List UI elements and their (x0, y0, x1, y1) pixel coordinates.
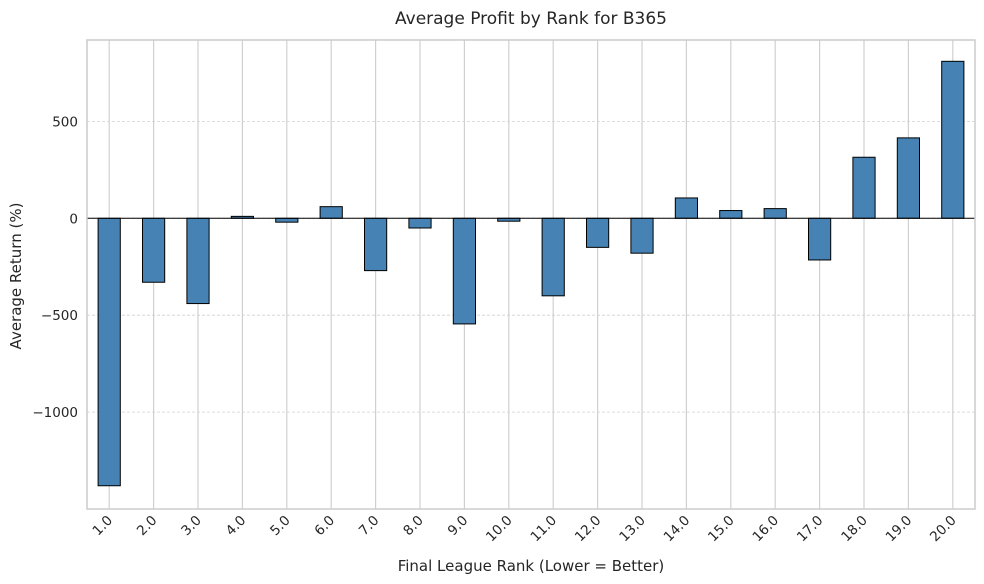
x-tick-label: 3.0 (178, 513, 205, 540)
x-tick-label: 19.0 (883, 513, 916, 546)
bar-3.0 (186, 217, 210, 305)
x-tick-label: 16.0 (749, 513, 782, 546)
axes: −1000 −500 0 500 1.0 2.0 3.0 4.0 5.0 6.0 7.0 8.0 9.0… (32, 39, 976, 546)
bar-8.0 (408, 217, 432, 229)
x-tick-label: 10.0 (483, 513, 516, 546)
bar-2.0 (142, 217, 166, 283)
x-tick-label: 1.0 (90, 513, 117, 540)
plot-frame (86, 39, 976, 510)
y-axis-title: Average Return (%) (7, 203, 25, 350)
x-tick-label: 18.0 (838, 513, 871, 546)
bar-15.0 (719, 210, 743, 219)
x-tick-label: 7.0 (356, 513, 383, 540)
bar-7.0 (364, 217, 388, 272)
bar-12.0 (586, 217, 610, 248)
bar-20.0 (941, 60, 965, 219)
x-tick-label: 14.0 (661, 513, 694, 546)
bar-9.0 (452, 217, 476, 325)
x-tick-label: 6.0 (312, 513, 339, 540)
x-tick-label: 8.0 (400, 513, 427, 540)
x-tick-label: 13.0 (616, 513, 649, 546)
x-tick-label: 11.0 (527, 513, 560, 546)
y-tick-label: −1000 (32, 405, 78, 421)
y-tick-label: −500 (41, 308, 78, 324)
x-tick-label: 9.0 (445, 513, 472, 540)
grid (87, 40, 975, 509)
bar-6.0 (319, 206, 343, 219)
bar-14.0 (674, 197, 698, 219)
x-tick-label: 4.0 (223, 513, 250, 540)
x-tick-label: 20.0 (927, 513, 960, 546)
bar-13.0 (630, 217, 654, 254)
bar-17.0 (808, 217, 832, 261)
bar-11.0 (541, 217, 565, 297)
bar-18.0 (852, 156, 876, 219)
bar-19.0 (896, 137, 920, 219)
bars (97, 60, 965, 487)
x-tick-label: 12.0 (572, 513, 605, 546)
chart-title: Average Profit by Rank for B365 (395, 9, 667, 29)
bar-16.0 (763, 208, 787, 219)
bar-1.0 (97, 217, 121, 487)
bar-5.0 (275, 217, 299, 223)
x-tick-label: 15.0 (705, 513, 738, 546)
y-tick-label: 500 (52, 114, 78, 130)
x-tick-label: 17.0 (794, 513, 827, 546)
x-axis-title: Final League Rank (Lower = Better) (398, 557, 665, 575)
x-tick-label: 5.0 (267, 513, 294, 540)
y-tick-label: 0 (69, 211, 78, 227)
x-tick-label: 2.0 (134, 513, 161, 540)
